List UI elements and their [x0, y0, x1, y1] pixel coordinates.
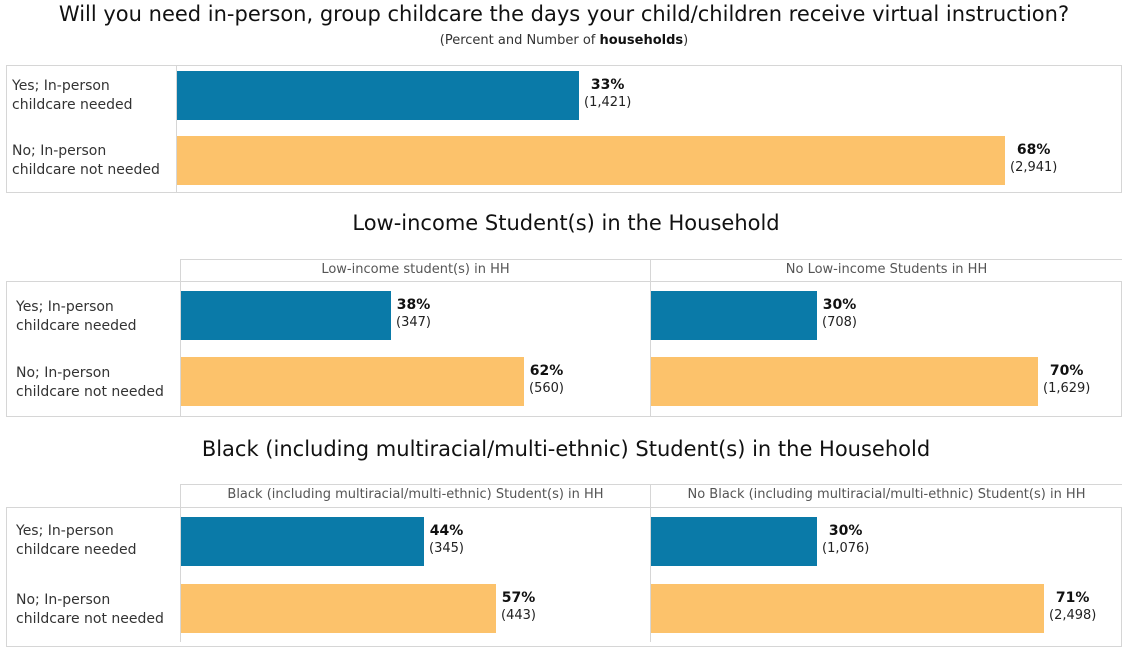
bar-count-label: (347) [396, 315, 431, 330]
panel-black-axis [180, 484, 181, 642]
panel-black-top [180, 484, 1122, 485]
row-label-line1: No; In-person [12, 143, 107, 159]
bar-percent-label: 68% [1016, 142, 1051, 158]
bar-data-label: 62% (560) [529, 362, 564, 398]
bar-data-label: 30% (1,076) [822, 522, 869, 558]
facet-header-no-low-income: No Low-income Students in HH [785, 262, 988, 277]
black-row-label-no: No; In-person childcare not needed [16, 591, 164, 629]
subtitle-suffix: ) [683, 33, 689, 48]
bar-yes [181, 291, 391, 340]
bar-count-label: (708) [822, 315, 857, 330]
row-label-line2: childcare not needed [16, 611, 164, 627]
bar-percent-label: 30% [822, 297, 857, 313]
bar-count-label: (2,941) [1010, 160, 1058, 175]
chart-title: Will you need in-person, group childcare… [58, 2, 1070, 26]
overall-row-label-no: No; In-person childcare not needed [12, 142, 160, 180]
bar-no [181, 584, 496, 633]
row-label-line1: No; In-person [16, 592, 111, 608]
subtitle-bold: households [599, 33, 684, 48]
row-label-line1: Yes; In-person [12, 78, 110, 94]
bar-percent-label: 70% [1049, 363, 1084, 379]
bar-yes [181, 517, 424, 566]
bar-data-label: 38% (347) [396, 296, 431, 332]
bar-count-label: (345) [429, 541, 464, 556]
facet-header-black: Black (including multiracial/multi-ethni… [227, 487, 604, 502]
low-income-row-label-no: No; In-person childcare not needed [16, 364, 164, 402]
subtitle-prefix: (Percent and Number of [439, 33, 600, 48]
bar-no [651, 357, 1038, 406]
row-label-line1: Yes; In-person [16, 523, 114, 539]
bar-data-label: 57% (443) [501, 589, 536, 625]
bar-count-label: (443) [501, 608, 536, 623]
panel-low-income-divider [650, 259, 651, 417]
row-label-line1: No; In-person [16, 365, 111, 381]
bar-data-label: 30% (708) [822, 296, 857, 332]
bar-percent-label: 38% [396, 297, 431, 313]
bar-no [651, 584, 1044, 633]
bar-count-label: (1,421) [584, 95, 632, 110]
black-row-label-yes: Yes; In-person childcare needed [16, 522, 137, 560]
row-label-line2: childcare needed [16, 542, 137, 558]
bar-count-label: (560) [529, 381, 564, 396]
bar-percent-label: 30% [828, 523, 863, 539]
panel-black-divider [650, 484, 651, 642]
low-income-row-label-yes: Yes; In-person childcare needed [16, 298, 137, 336]
bar-no [181, 357, 524, 406]
bar-data-label: 44% (345) [429, 522, 464, 558]
panel-low-income-top [180, 259, 1122, 260]
panel-low-income-frame [6, 281, 1122, 417]
panel-low-income-axis [180, 259, 181, 417]
bar-data-label: 70% (1,629) [1043, 362, 1090, 398]
bar-no [177, 136, 1005, 185]
section-title-low-income: Low-income Student(s) in the Household [352, 211, 780, 235]
row-label-line1: Yes; In-person [16, 299, 114, 315]
section-title-black: Black (including multiracial/multi-ethni… [201, 437, 931, 461]
row-label-line2: childcare not needed [16, 384, 164, 400]
bar-yes [651, 291, 817, 340]
overall-row-label-yes: Yes; In-person childcare needed [12, 77, 133, 115]
bar-count-label: (2,498) [1049, 608, 1097, 623]
row-label-line2: childcare not needed [12, 162, 160, 178]
bar-yes [651, 517, 817, 566]
bar-percent-label: 44% [429, 523, 464, 539]
chart-subtitle: (Percent and Number of households) [0, 33, 1128, 48]
bar-percent-label: 62% [529, 363, 564, 379]
facet-header-no-black: No Black (including multiracial/multi-et… [687, 487, 1086, 502]
bar-data-label: 33% (1,421) [584, 76, 631, 112]
panel-overall-axis [176, 65, 177, 193]
bar-yes [177, 71, 579, 120]
bar-data-label: 68% (2,941) [1010, 141, 1057, 177]
bar-count-label: (1,076) [822, 541, 870, 556]
bar-percent-label: 33% [590, 77, 625, 93]
panel-overall-frame [6, 65, 1122, 193]
row-label-line2: childcare needed [12, 97, 133, 113]
bar-percent-label: 71% [1055, 590, 1090, 606]
bar-percent-label: 57% [501, 590, 536, 606]
bar-data-label: 71% (2,498) [1049, 589, 1096, 625]
bar-count-label: (1,629) [1043, 381, 1091, 396]
facet-header-low-income: Low-income student(s) in HH [321, 262, 510, 277]
row-label-line2: childcare needed [16, 318, 137, 334]
